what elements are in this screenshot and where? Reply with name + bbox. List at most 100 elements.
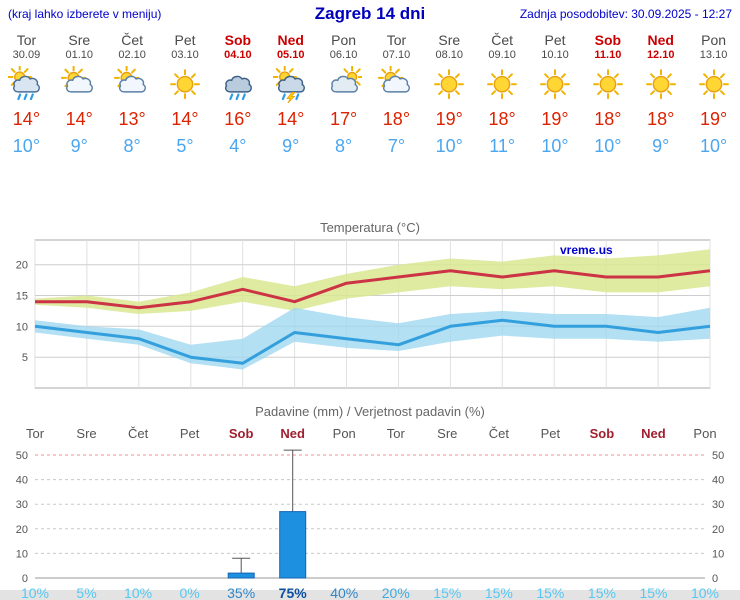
svg-text:10: 10 [712, 548, 724, 560]
day-column-09.10[interactable]: Čet 09.10 18° 11° [476, 30, 529, 172]
day-name: Tor [16, 32, 37, 48]
day-column-08.10[interactable]: Sre 08.10 19° 10° [423, 30, 476, 172]
day-name: Ned [647, 32, 674, 48]
precip-day-label: Sre [76, 426, 97, 441]
precip-probability: 15% [484, 585, 513, 600]
svg-text:20: 20 [16, 260, 28, 272]
day-column-11.10[interactable]: Sob 11.10 18° 10° [581, 30, 634, 172]
day-column-03.10[interactable]: Pet 03.10 14° 5° [159, 30, 212, 172]
day-high-temp: 18° [594, 109, 622, 129]
day-name: Tor [386, 32, 407, 48]
precip-day-label: Ned [641, 426, 666, 441]
day-column-04.10[interactable]: Sob 04.10 16° 4° [211, 30, 264, 172]
menu-hint: (kraj lahko izberete v meniju) [8, 7, 162, 21]
day-date: 30.09 [12, 49, 41, 61]
day-low-temp: 7° [387, 136, 406, 156]
precip-probability: 15% [639, 585, 668, 600]
day-date: 03.10 [171, 49, 199, 61]
day-low-temp: 10° [594, 136, 622, 156]
precip-probability: 15% [433, 585, 462, 600]
day-name: Čet [121, 32, 144, 48]
day-high-temp: 18° [488, 109, 516, 129]
day-name: Sob [594, 32, 622, 48]
day-high-temp: 16° [224, 109, 252, 129]
weather-icon-cloudy [317, 64, 370, 108]
day-high-temp: 19° [541, 109, 569, 129]
precip-probability-row: 10% 5% 10% 0% 35% 75% 40% 20% 15% 15% 15% 15% 15% 10% [0, 584, 740, 600]
day-column-07.10[interactable]: Tor 07.10 18° 7° [370, 30, 423, 172]
weather-icon-storm [264, 64, 317, 108]
day-low-temp: 5° [176, 136, 194, 156]
day-high-temp: 18° [647, 109, 675, 129]
temperature-chart-title: Temperatura (°C) [320, 220, 420, 235]
day-date: 07.10 [382, 49, 411, 61]
day-column-10.10[interactable]: Pet 10.10 19° 10° [529, 30, 582, 172]
day-column-06.10[interactable]: Pon 06.10 17° 8° [317, 30, 370, 172]
svg-text:50: 50 [712, 450, 724, 462]
svg-text:40: 40 [16, 475, 28, 487]
precip-day-labels-row: Tor Sre Čet Pet Sob Ned Pon Tor Sre Čet Pet Sob Ned P… [0, 426, 740, 444]
day-name: Pet [174, 32, 196, 48]
precip-day-label: Sob [589, 426, 615, 441]
svg-text:20: 20 [712, 524, 724, 536]
day-name: Sre [68, 32, 91, 48]
precip-probability: 20% [381, 585, 410, 600]
day-low-temp: 9° [652, 136, 670, 156]
precip-day-label: Čet [488, 426, 509, 441]
day-name: Pon [331, 32, 357, 48]
svg-text:30: 30 [16, 499, 28, 511]
svg-text:20: 20 [16, 524, 28, 536]
day-name: Čet [491, 32, 514, 48]
precip-probability: 10% [124, 585, 153, 600]
day-low-temp: 11° [489, 136, 516, 156]
day-name: Pet [544, 32, 566, 48]
weather-icon-partly-cloudy [53, 64, 106, 108]
weather-icon-partly-cloudy [106, 64, 159, 108]
precip-day-label: Tor [25, 426, 45, 441]
day-date: 02.10 [118, 49, 146, 61]
day-column-13.10[interactable]: Pon 13.10 19° 10° [687, 30, 740, 172]
day-date: 11.10 [594, 49, 622, 61]
precip-probability: 0% [179, 585, 200, 600]
last-update: Zadnja posodobitev: 30.09.2025 - 12:27 [519, 7, 732, 21]
day-high-temp: 13° [118, 109, 146, 129]
precip-probability: 15% [587, 585, 616, 600]
day-high-temp: 18° [382, 109, 411, 129]
day-low-temp: 9° [282, 136, 300, 156]
day-name: Pon [701, 32, 727, 48]
weather-icon-sun [634, 64, 687, 108]
day-column-01.10[interactable]: Sre 01.10 14° 9° [53, 30, 106, 172]
day-low-temp: 9° [70, 136, 88, 156]
precipitation-chart: Padavine (mm) / Verjetnost padavin (%) T… [0, 404, 740, 600]
day-date: 08.10 [435, 49, 464, 61]
precip-day-label: Sre [437, 426, 458, 441]
day-column-05.10[interactable]: Ned 05.10 14° 9° [264, 30, 317, 172]
weather-icon-heavy-rain [211, 64, 264, 108]
precip-probability: 5% [76, 585, 97, 600]
day-high-temp: 14° [171, 109, 199, 129]
svg-text:50: 50 [16, 450, 28, 462]
precip-probability: 10% [690, 585, 720, 600]
day-date: 09.10 [488, 49, 516, 61]
day-high-temp: 14° [12, 109, 41, 129]
precip-day-label: Pet [540, 426, 561, 441]
day-low-temp: 10° [699, 136, 728, 156]
svg-text:0: 0 [712, 573, 718, 584]
precip-day-label: Tor [386, 426, 405, 441]
day-date: 10.10 [541, 49, 569, 61]
precip-probability: 35% [227, 585, 256, 600]
precip-day-label: Čet [127, 426, 149, 441]
day-column-30.09[interactable]: Tor 30.09 14° 10° [0, 30, 53, 172]
day-date: 12.10 [646, 49, 675, 61]
day-high-temp: 17° [329, 109, 358, 129]
svg-text:15: 15 [16, 291, 28, 303]
day-column-12.10[interactable]: Ned 12.10 18° 9° [634, 30, 687, 172]
weather-icon-sun [476, 64, 529, 108]
precip-day-label: Pon [332, 426, 356, 441]
day-column-02.10[interactable]: Čet 02.10 13° 8° [106, 30, 159, 172]
precip-day-label: Pet [179, 426, 200, 441]
day-high-temp: 19° [435, 109, 463, 129]
precip-probability: 40% [330, 585, 359, 600]
footer-strip [0, 590, 740, 600]
